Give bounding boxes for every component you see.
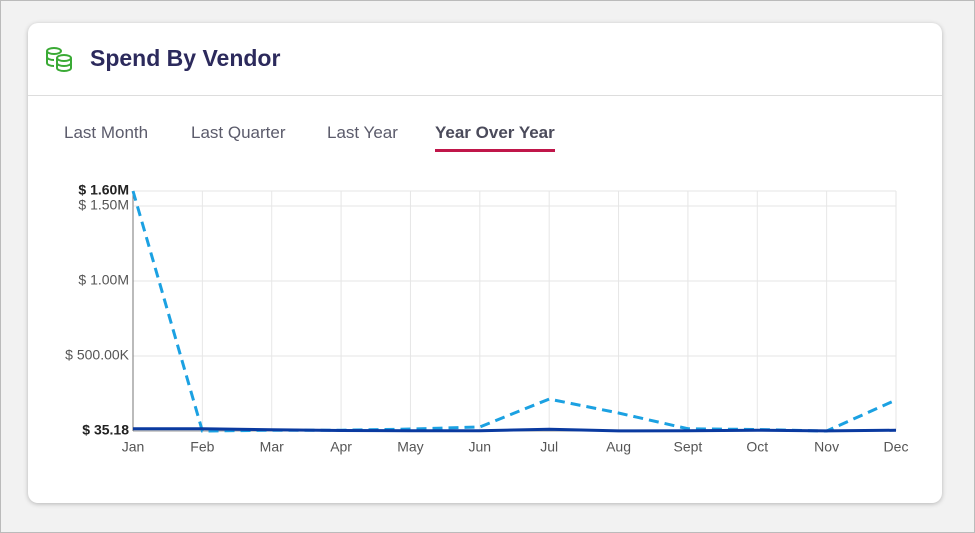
x-tick-label: Mar [260,439,284,455]
y-tick-label: $ 35.18 [82,422,129,438]
tab[interactable]: Year Over Year [435,123,555,152]
series-line [131,190,897,433]
coins-icon [46,47,72,73]
x-tick-label: Nov [814,439,839,455]
x-tick-label: May [397,439,423,455]
tab[interactable]: Last Month [64,123,149,142]
x-tick-label: Apr [330,439,352,455]
y-tick-label: $ 1.60M [78,182,129,198]
x-tick-label: Oct [746,439,768,455]
card: Spend By Vendor Last Month Last Quarter La… [28,23,942,503]
x-tick-label: Jul [540,439,558,455]
series-line [133,427,897,433]
x-tick-label: Jun [469,439,492,455]
x-tick-label: Dec [884,439,909,455]
card-title: Spend By Vendor [90,45,281,71]
divider [28,95,942,96]
x-tick-label: Sept [674,439,703,455]
tab[interactable]: Last Quarter [191,123,286,142]
y-tick-label: $ 1.50M [78,197,129,213]
x-tick-label: Aug [606,439,631,455]
y-tick-label: $ 500.00K [65,347,129,363]
tab[interactable]: Last Year [327,123,398,142]
y-tick-label: $ 1.00M [78,272,129,288]
x-tick-label: Feb [190,439,214,455]
x-tick-label: Jan [122,439,145,455]
